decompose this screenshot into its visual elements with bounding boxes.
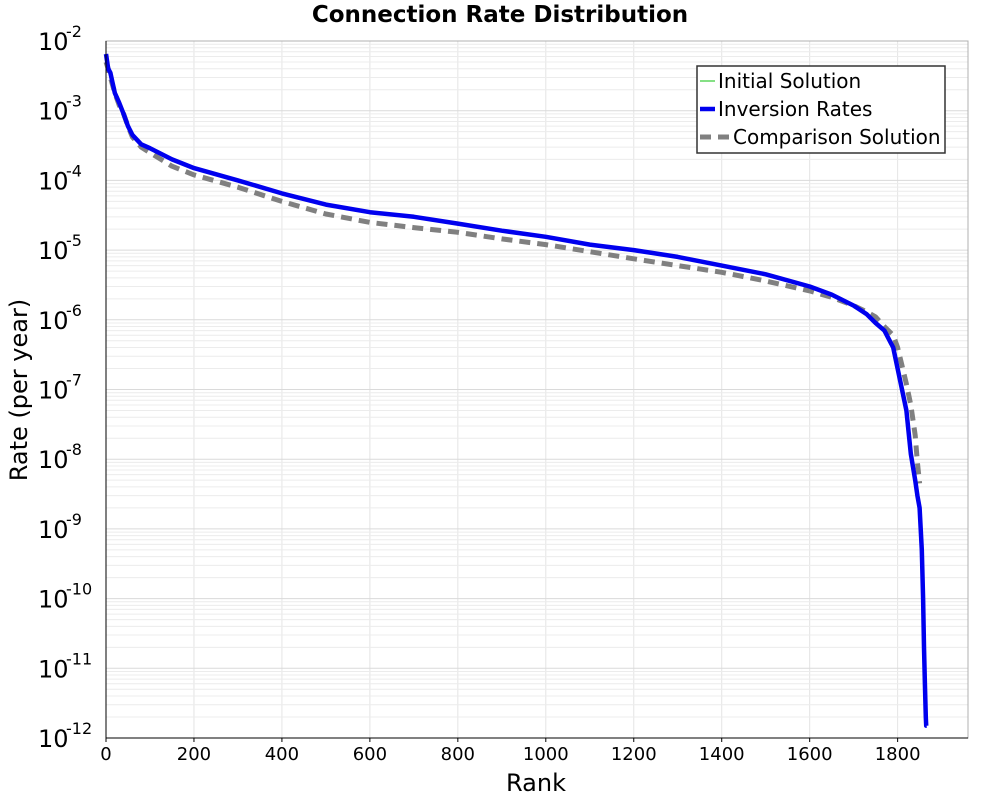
- y-tick-base: 10: [38, 237, 69, 265]
- y-tick-exponent: -11: [66, 649, 92, 668]
- y-tick-labels: 10-210-310-410-510-610-710-810-910-1010-…: [38, 22, 92, 753]
- y-tick-base: 10: [38, 446, 69, 474]
- y-tick-exponent: -6: [66, 301, 82, 320]
- series-lines: [103, 53, 929, 728]
- legend-item: Comparison Solution: [700, 125, 941, 149]
- legend-item: Initial Solution: [700, 69, 861, 93]
- legend-label: Inversion Rates: [718, 97, 872, 121]
- axes: [105, 41, 968, 739]
- legend-label: Initial Solution: [718, 69, 861, 93]
- x-tick-label: 400: [265, 744, 299, 765]
- chart-title: Connection Rate Distribution: [312, 2, 688, 28]
- y-tick-base: 10: [38, 28, 69, 56]
- y-tick-base: 10: [38, 307, 69, 335]
- x-tick-label: 1400: [699, 744, 745, 765]
- y-tick-label: 10-3: [38, 92, 82, 126]
- y-tick-label: 10-10: [38, 580, 92, 614]
- y-tick-label: 10-12: [38, 719, 92, 753]
- y-tick-base: 10: [38, 98, 69, 126]
- y-tick-label: 10-5: [38, 231, 82, 265]
- y-tick-base: 10: [38, 725, 69, 753]
- y-tick-label: 10-2: [38, 22, 82, 56]
- legend-box: [696, 65, 946, 154]
- y-tick-exponent: -9: [66, 510, 82, 529]
- x-tick-label: 1600: [787, 744, 833, 765]
- y-tick-label: 10-8: [38, 440, 82, 474]
- y-tick-exponent: -8: [66, 440, 82, 459]
- y-tick-base: 10: [38, 377, 69, 405]
- y-tick-exponent: -2: [66, 22, 82, 41]
- x-tick-label: 0: [100, 744, 111, 765]
- legend-label: Comparison Solution: [733, 125, 941, 149]
- y-tick-label: 10-6: [38, 301, 82, 335]
- y-tick-base: 10: [38, 167, 69, 195]
- y-tick-exponent: -7: [66, 371, 82, 390]
- x-tick-labels: 0 200 400 600 800 1000 1200 1400 1600 1800: [100, 738, 921, 765]
- y-tick-label: 10-11: [38, 649, 92, 683]
- y-tick-label: 10-9: [38, 510, 82, 544]
- y-axis-label: Rate (per year): [5, 299, 33, 481]
- y-tick-base: 10: [38, 586, 69, 614]
- series-line-inversion-rates: [103, 53, 929, 728]
- x-tick-label: 1200: [611, 744, 657, 765]
- y-tick-base: 10: [38, 655, 69, 683]
- series-line-comparison-solution: [103, 61, 923, 484]
- x-tick-label: 1800: [875, 744, 921, 765]
- y-tick-exponent: -10: [66, 580, 92, 599]
- y-tick-label: 10-7: [38, 371, 82, 405]
- x-axis-label: Rank: [506, 769, 566, 797]
- y-tick-exponent: -4: [66, 161, 82, 180]
- legend-item: Inversion Rates: [700, 97, 872, 121]
- y-tick-exponent: -5: [66, 231, 82, 250]
- x-tick-label: 600: [353, 744, 387, 765]
- x-tick-label: 1000: [523, 744, 569, 765]
- x-tick-label: 200: [177, 744, 211, 765]
- y-tick-base: 10: [38, 516, 69, 544]
- y-tick-label: 10-4: [38, 161, 82, 195]
- legend: Initial Solution Inversion Rates Compariso…: [696, 65, 946, 154]
- y-tick-exponent: -3: [66, 92, 82, 111]
- y-tick-exponent: -12: [66, 719, 92, 738]
- x-tick-label: 800: [441, 744, 475, 765]
